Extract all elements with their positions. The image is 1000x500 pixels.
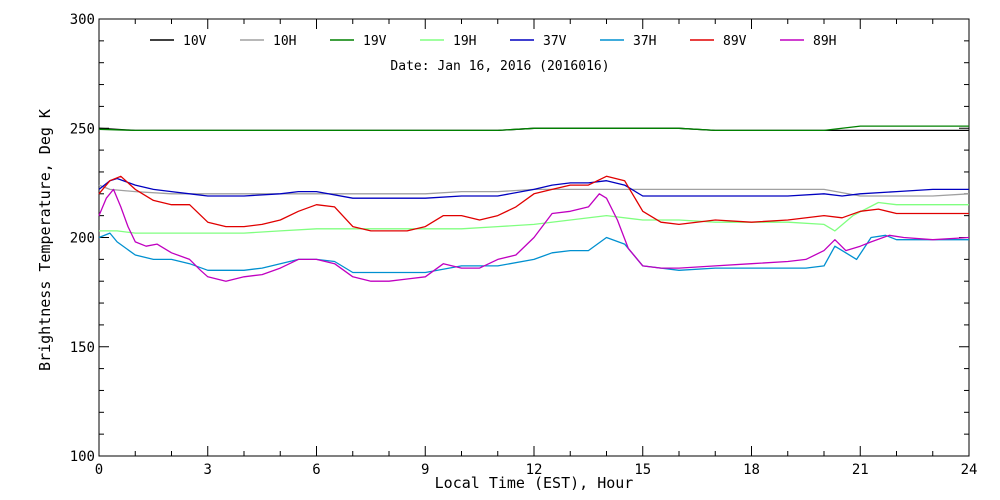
y-tick-label: 100 (70, 449, 95, 465)
series-line-37h (98, 232, 969, 274)
x-tick-label: 12 (526, 462, 543, 478)
axis-ticks: 0 3 6 9 12 15 18 21 24 100 150 200 250 300 (70, 12, 978, 478)
legend-label-19v: 19V (363, 34, 387, 49)
legend-label-37h: 37H (633, 34, 656, 49)
chart-subtitle: Date: Jan 16, 2016 (2016016) (390, 59, 609, 74)
x-tick-label: 21 (852, 462, 869, 478)
series-lines (98, 125, 970, 282)
x-tick-label: 0 (95, 462, 103, 478)
y-tick-label: 200 (70, 231, 95, 247)
legend-label-10h: 10H (273, 34, 296, 49)
x-tick-label: 15 (634, 462, 651, 478)
series-line-89v (98, 175, 969, 232)
y-tick-label: 150 (70, 340, 95, 356)
y-axis-label: Brightness Temperature, Deg K (36, 109, 54, 371)
series-line-19h (99, 201, 969, 234)
legend-label-89v: 89V (723, 34, 747, 49)
legend: 10V 10H 19V 19H 37V 37H 89V 89H (150, 34, 836, 49)
x-tick-label: 3 (204, 462, 212, 478)
y-tick-label: 300 (70, 12, 95, 28)
legend-label-89h: 89H (813, 34, 836, 49)
y-tick-label: 250 (70, 121, 95, 137)
x-tick-label: 24 (961, 462, 978, 478)
legend-label-37v: 37V (543, 34, 567, 49)
legend-label-19h: 19H (453, 34, 476, 49)
series-line-19v (98, 125, 969, 132)
series-line-10h (98, 184, 970, 197)
legend-label-10v: 10V (183, 34, 207, 49)
x-tick-label: 18 (743, 462, 760, 478)
x-tick-label: 6 (312, 462, 320, 478)
series-line-89h (98, 188, 970, 282)
x-tick-label: 9 (421, 462, 429, 478)
series-line-37v (98, 177, 969, 199)
x-axis-label: Local Time (EST), Hour (435, 474, 634, 492)
